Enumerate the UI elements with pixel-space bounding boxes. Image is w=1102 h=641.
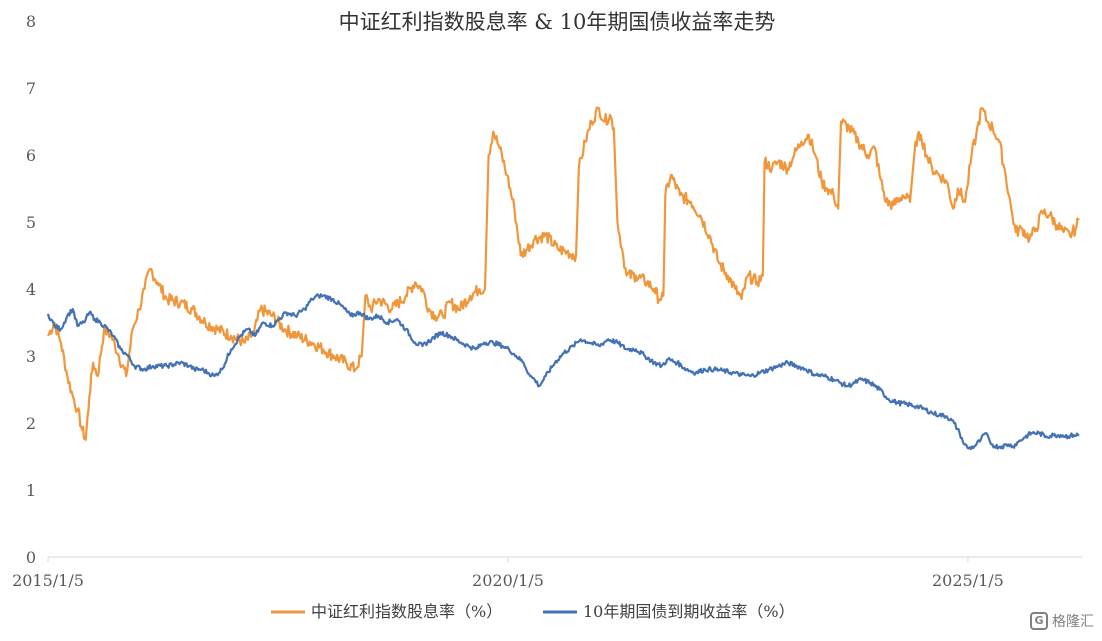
y-tick-label: 1 bbox=[26, 481, 36, 500]
watermark-text: 格隆汇 bbox=[1052, 614, 1094, 630]
chart-title: 中证红利指数股息率 & 10年期国债收益率走势 bbox=[339, 10, 776, 34]
x-axis-ticks: 2015/1/5 2020/1/5 2025/1/5 bbox=[12, 557, 1004, 590]
watermark: G 格隆汇 bbox=[1030, 611, 1094, 631]
watermark-logo-icon: G bbox=[1030, 612, 1048, 630]
y-tick-label: 6 bbox=[26, 146, 36, 165]
y-tick-label: 4 bbox=[26, 280, 36, 299]
y-axis-ticks: 0 1 2 3 4 5 6 7 8 bbox=[26, 12, 36, 567]
x-tick-label: 2015/1/5 bbox=[12, 571, 84, 590]
y-tick-label: 3 bbox=[26, 347, 36, 366]
series-line-2 bbox=[46, 293, 1080, 451]
x-tick-label: 2025/1/5 bbox=[932, 571, 1004, 590]
y-tick-label: 5 bbox=[26, 213, 36, 232]
legend: 中证红利指数股息率（%） 10年期国债到期收益率（%） bbox=[271, 602, 795, 621]
y-tick-label: 2 bbox=[26, 414, 36, 433]
y-tick-label: 7 bbox=[26, 79, 36, 98]
x-tick-label: 2020/1/5 bbox=[472, 571, 544, 590]
legend-label-1: 中证红利指数股息率（%） bbox=[311, 602, 502, 621]
series-line-1 bbox=[47, 106, 1080, 441]
series-lines bbox=[46, 106, 1080, 451]
y-tick-label: 8 bbox=[26, 12, 36, 31]
legend-label-2: 10年期国债到期收益率（%） bbox=[583, 602, 795, 621]
y-tick-label: 0 bbox=[26, 548, 36, 567]
